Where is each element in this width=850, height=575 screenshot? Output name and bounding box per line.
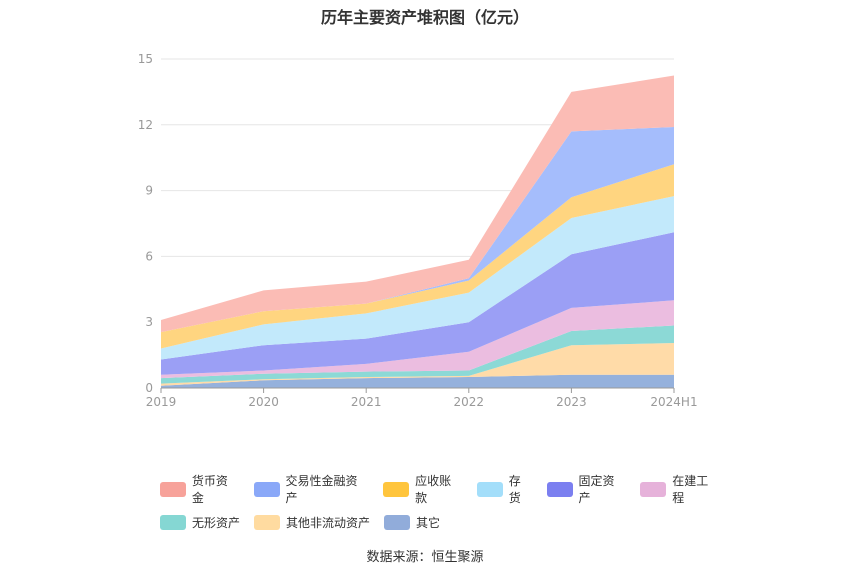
legend-label: 无形资产	[192, 516, 241, 530]
legend-item[interactable]: 应收账款	[383, 472, 463, 506]
legend-swatch	[546, 481, 573, 497]
area-series-4	[161, 232, 674, 375]
legend-row: 无形资产 其他非流动资产 其它	[160, 514, 720, 531]
legend-label: 其他非流动资产	[286, 516, 371, 530]
area-series-6	[161, 164, 674, 349]
legend-item[interactable]: 存货	[476, 472, 533, 506]
legend-label: 货币资金	[191, 474, 228, 505]
legend-swatch	[253, 481, 280, 497]
legend-item[interactable]: 货币资金	[160, 472, 240, 506]
legend-swatch	[384, 515, 411, 530]
area-series-8	[161, 75, 674, 333]
legend-item[interactable]: 无形资产	[160, 514, 240, 531]
area-series-1	[161, 343, 674, 386]
legend-item[interactable]: 在建工程	[640, 472, 720, 506]
area-series-2	[161, 325, 674, 384]
y-tick-label: 12	[138, 118, 153, 132]
legend-swatch	[476, 481, 503, 497]
y-tick-label: 0	[145, 381, 153, 395]
legend-label: 应收账款	[415, 474, 452, 505]
legend-label: 交易性金融资产	[285, 474, 358, 505]
x-tick-label: 2023	[556, 395, 587, 409]
area-series-3	[161, 300, 674, 379]
x-tick-label: 2020	[248, 395, 279, 409]
legend-swatch	[640, 481, 667, 497]
x-tick-label: 2022	[454, 395, 485, 409]
legend-row: 货币资金 交易性金融资产 应收账款 存货 固定资产 在建工程	[160, 472, 720, 506]
legend-swatch	[160, 481, 186, 497]
legend-swatch	[160, 515, 186, 530]
chart-legend: 货币资金 交易性金融资产 应收账款 存货 固定资产 在建工程无形资产 其他非流动资产 其它	[160, 472, 720, 539]
legend-swatch	[383, 481, 410, 497]
x-tick-label: 2021	[351, 395, 382, 409]
legend-item[interactable]: 其他非流动资产	[254, 514, 370, 531]
y-tick-label: 9	[145, 184, 153, 198]
area-series-5	[161, 196, 674, 360]
legend-item[interactable]: 交易性金融资产	[253, 472, 370, 506]
legend-label: 固定资产	[578, 474, 615, 505]
area-series-0	[161, 374, 674, 388]
y-tick-label: 3	[145, 315, 153, 329]
y-tick-label: 6	[145, 249, 153, 263]
x-tick-label: 2024H1	[650, 395, 697, 409]
legend-swatch	[254, 515, 281, 530]
legend-label: 存货	[508, 474, 521, 505]
legend-label: 其它	[416, 516, 441, 530]
y-tick-label: 15	[138, 52, 153, 66]
legend-label: 在建工程	[672, 474, 709, 505]
legend-item[interactable]: 固定资产	[546, 472, 627, 506]
chart-title: 历年主要资产堆积图（亿元）	[320, 8, 529, 27]
area-series-7	[161, 127, 674, 333]
x-tick-label: 2019	[146, 395, 177, 409]
data-source-note: 数据来源：恒生聚源	[366, 550, 484, 565]
legend-item[interactable]: 其它	[384, 514, 440, 531]
